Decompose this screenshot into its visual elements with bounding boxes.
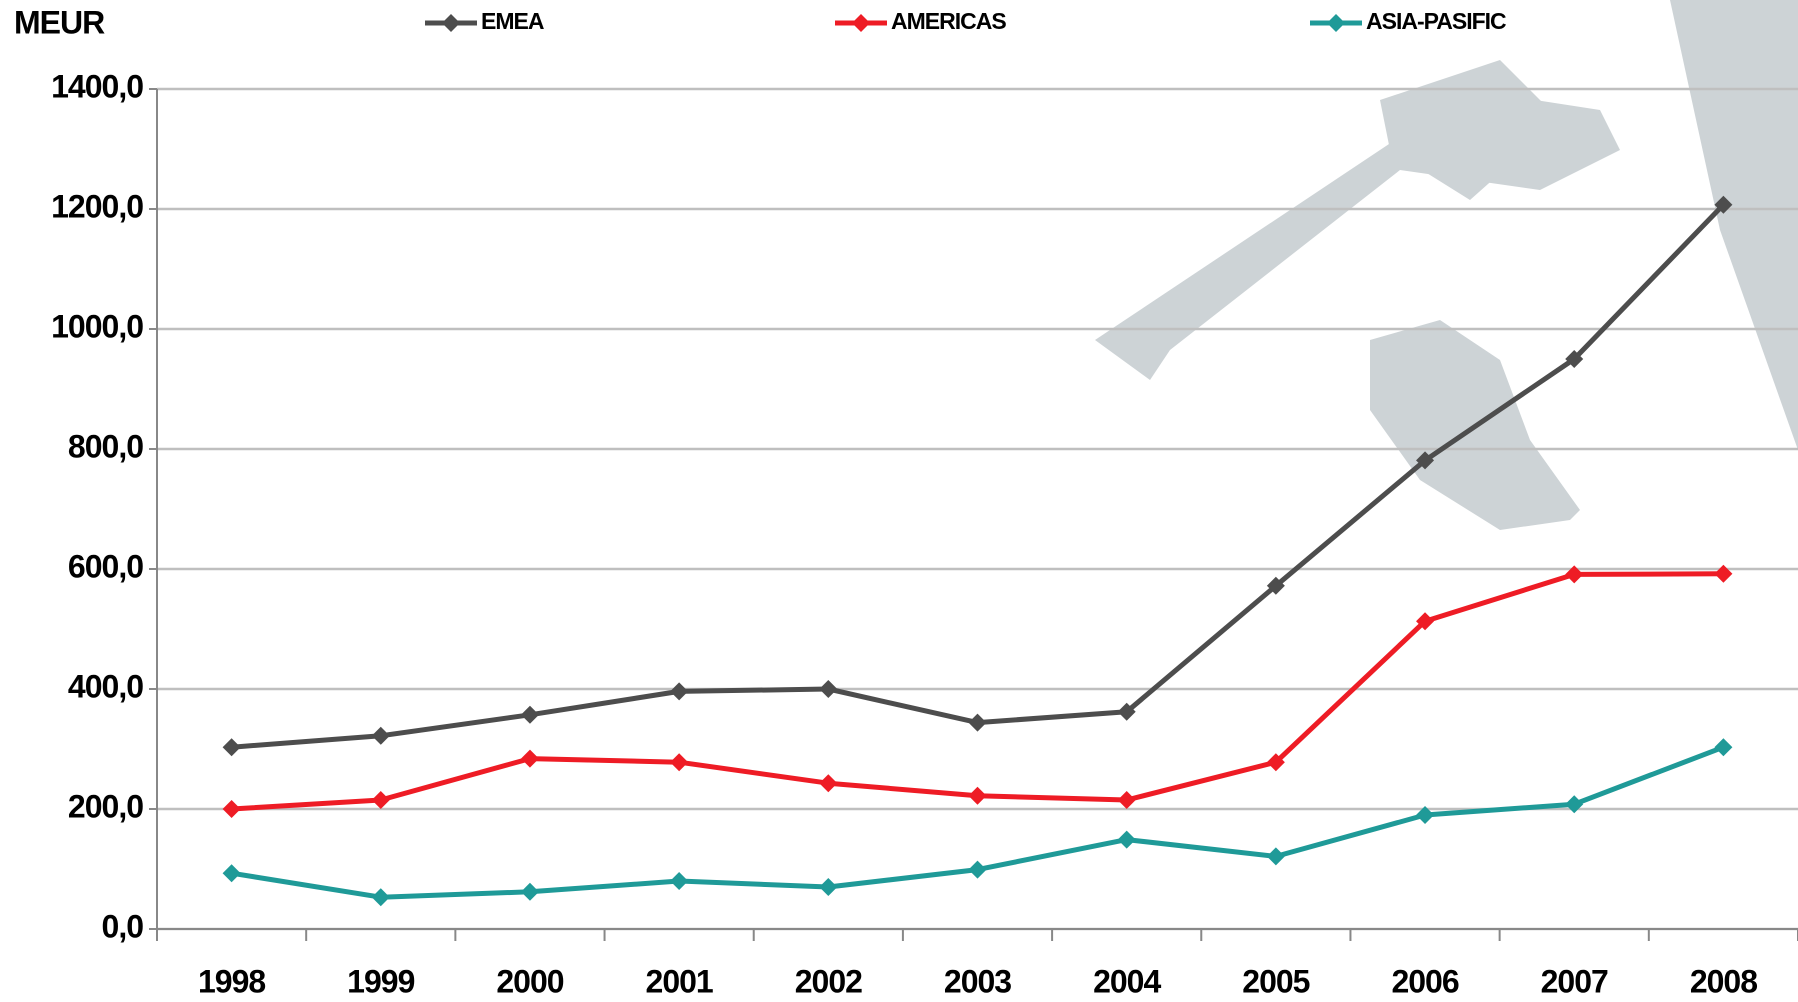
- x-tick-label: 1999: [347, 963, 414, 999]
- series-marker: [1266, 576, 1285, 595]
- series-marker: [1714, 738, 1733, 757]
- series-marker: [1117, 791, 1136, 809]
- x-tick-label: 2007: [1541, 963, 1608, 999]
- series-marker: [520, 882, 539, 901]
- series-marker: [1565, 795, 1584, 814]
- series-marker: [1416, 612, 1435, 631]
- x-tick-label: 2003: [944, 963, 1011, 999]
- series-marker: [1416, 451, 1435, 470]
- legend-label: AMERICAS: [891, 8, 1006, 34]
- series-marker: [222, 864, 241, 883]
- series-marker: [1565, 565, 1584, 584]
- background-decoration: [1095, 0, 1798, 530]
- series-marker: [670, 753, 689, 772]
- legend: EMEA AMERICAS ASIA-PASIFIC: [425, 8, 1507, 34]
- series-marker: [1117, 702, 1136, 721]
- legend-marker: [1327, 14, 1345, 32]
- series-marker: [222, 738, 241, 757]
- y-tick-label: 0,0: [102, 908, 144, 944]
- y-tick-label: 600,0: [68, 548, 143, 584]
- series-marker: [819, 878, 838, 896]
- legend-label: ASIA-PASIFIC: [1366, 8, 1506, 34]
- series-marker: [968, 860, 987, 879]
- x-tick-label: 2008: [1690, 963, 1757, 999]
- x-tick-label: 2000: [496, 963, 563, 999]
- series-line: [231, 571, 1724, 812]
- y-tick-label: 800,0: [68, 428, 143, 464]
- y-tick-label: 1000,0: [51, 308, 143, 344]
- series-marker: [1416, 806, 1435, 824]
- series-marker: [1266, 847, 1285, 866]
- series-marker: [670, 682, 689, 701]
- series-marker: [1565, 350, 1584, 368]
- legend-marker: [852, 14, 870, 32]
- x-tick-label: 2004: [1093, 963, 1161, 999]
- series-marker: [1714, 564, 1733, 583]
- series-marker: [968, 786, 987, 805]
- series-marker: [520, 749, 539, 768]
- series-marker: [371, 888, 390, 907]
- series-marker: [819, 774, 838, 793]
- y-tick-label: 200,0: [68, 788, 143, 824]
- series-marker: [371, 791, 390, 809]
- x-tick-label: 1998: [198, 963, 265, 999]
- legend-marker: [442, 14, 460, 32]
- x-tick-label: 2005: [1242, 963, 1309, 999]
- series-marker: [1714, 195, 1733, 214]
- x-tick-label: 2002: [795, 963, 862, 999]
- legend-label: EMEA: [481, 8, 544, 34]
- y-axis-title: MEUR: [14, 4, 105, 40]
- series-marker: [222, 800, 241, 818]
- series-marker: [1266, 753, 1285, 772]
- series-marker: [670, 872, 689, 890]
- x-tick-label: 2001: [646, 963, 713, 999]
- series-marker: [819, 680, 838, 698]
- y-tick-label: 1200,0: [51, 188, 143, 224]
- y-tick-label: 1400,0: [51, 68, 143, 104]
- series-marker: [371, 726, 390, 745]
- series-marker: [520, 705, 539, 724]
- y-tick-label: 400,0: [68, 668, 143, 704]
- series-marker: [968, 713, 987, 732]
- x-tick-label: 2006: [1391, 963, 1458, 999]
- series-marker: [1117, 830, 1136, 849]
